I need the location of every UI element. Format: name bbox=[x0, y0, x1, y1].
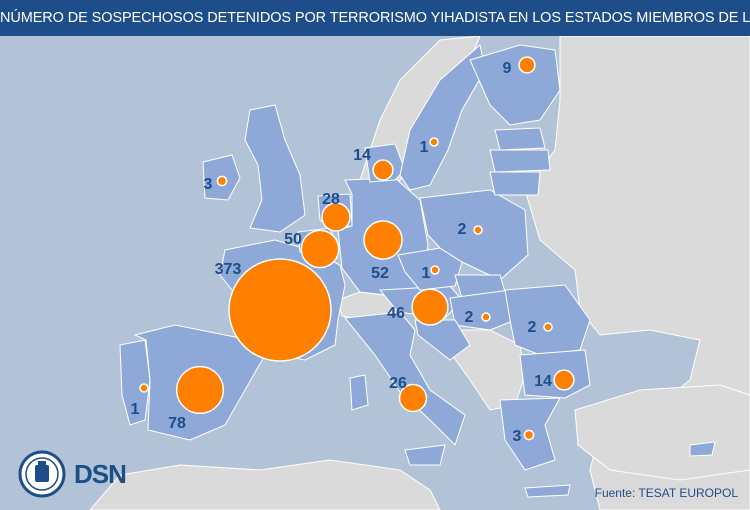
sicily-land bbox=[404, 444, 446, 466]
bulgaria-land bbox=[519, 349, 591, 399]
logo-text: DSN bbox=[74, 458, 127, 489]
arrest-label-finland: 9 bbox=[503, 60, 512, 77]
estonia-land bbox=[494, 127, 546, 151]
arrest-bubble-belgium bbox=[300, 229, 340, 269]
dsn-logo: DSN bbox=[18, 450, 127, 498]
italy-land bbox=[344, 311, 466, 446]
arrest-label-germany: 52 bbox=[371, 265, 389, 282]
turkey-land bbox=[574, 384, 750, 481]
arrest-label-belgium: 50 bbox=[284, 231, 302, 248]
arrest-bubble-austria bbox=[411, 288, 449, 326]
dsn-seal-icon bbox=[18, 450, 66, 498]
slovenia-croatia-land bbox=[414, 319, 471, 361]
arrest-label-austria: 46 bbox=[387, 305, 405, 322]
finland-land bbox=[469, 44, 561, 126]
arrest-bubble-hungary bbox=[481, 312, 491, 322]
arrest-label-romania: 2 bbox=[528, 319, 537, 336]
arrest-label-bulgaria: 14 bbox=[534, 373, 552, 390]
arrest-bubble-spain bbox=[175, 365, 225, 415]
uk-land bbox=[244, 104, 306, 233]
arrest-label-sweden: 1 bbox=[420, 139, 429, 156]
map-title: NÚMERO DE SOSPECHOSOS DETENIDOS POR TERR… bbox=[0, 0, 750, 36]
north-africa-land bbox=[89, 459, 441, 510]
arrest-bubble-bulgaria bbox=[553, 369, 575, 391]
arrest-bubble-germany bbox=[363, 220, 403, 260]
romania-land bbox=[504, 284, 591, 356]
arrest-label-france: 373 bbox=[215, 261, 242, 278]
arrest-label-spain: 78 bbox=[168, 415, 186, 432]
lithuania-land bbox=[489, 171, 541, 196]
arrest-label-ireland: 3 bbox=[204, 176, 213, 193]
arrest-label-hungary: 2 bbox=[465, 309, 474, 326]
arrest-label-portugal: 1 bbox=[131, 401, 140, 418]
sweden-land bbox=[399, 44, 486, 191]
arrest-label-netherlands: 28 bbox=[322, 191, 340, 208]
arrest-bubble-czech-republic bbox=[430, 265, 440, 275]
arrest-label-denmark: 14 bbox=[353, 147, 371, 164]
arrest-label-czech-republic: 1 bbox=[422, 265, 431, 282]
arrest-bubble-portugal bbox=[139, 383, 149, 393]
arrest-bubble-sweden bbox=[429, 137, 439, 147]
arrest-bubble-poland bbox=[473, 225, 483, 235]
arrest-label-greece: 3 bbox=[513, 428, 522, 445]
bubble-layer: 373 78 52 50 46 28 26 14 14 9 3 3 2 2 2 1 1 1 bbox=[131, 56, 575, 445]
arrest-bubble-finland bbox=[518, 56, 536, 74]
source-note: Fuente: TESAT EUROPOL bbox=[594, 486, 738, 500]
arrest-bubble-italy bbox=[398, 383, 428, 413]
arrest-bubble-romania bbox=[543, 322, 553, 332]
hungary-land bbox=[449, 289, 516, 331]
arrest-label-italy: 26 bbox=[389, 375, 407, 392]
latvia-land bbox=[489, 149, 551, 173]
arrest-bubble-france bbox=[228, 258, 332, 362]
sardinia-land bbox=[349, 374, 369, 411]
cyprus-land bbox=[689, 441, 716, 457]
arrest-bubble-ireland bbox=[216, 175, 228, 187]
arrest-bubble-netherlands bbox=[321, 202, 351, 232]
arrest-bubble-greece bbox=[523, 429, 535, 441]
arrest-bubble-denmark bbox=[372, 159, 394, 181]
europe-map: 373 78 52 50 46 28 26 14 14 9 3 3 2 2 2 1 1 1 bbox=[89, 36, 750, 510]
crete-land bbox=[524, 484, 571, 498]
arrest-label-poland: 2 bbox=[458, 221, 467, 238]
